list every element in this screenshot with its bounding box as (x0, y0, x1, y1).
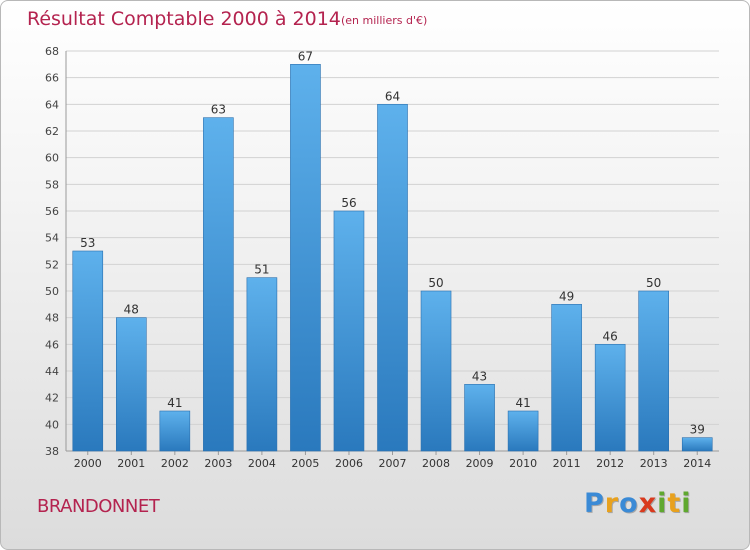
x-tick-label: 2001 (117, 457, 145, 470)
bar (638, 290, 670, 452)
data-label: 56 (341, 196, 356, 210)
y-tick-label: 56 (45, 205, 59, 218)
y-tick-label: 48 (45, 312, 59, 325)
data-label: 41 (515, 396, 530, 410)
bar (159, 410, 191, 452)
logo-letter: t (667, 488, 682, 519)
x-tick-label: 2010 (509, 457, 537, 470)
x-tick-label: 2012 (596, 457, 624, 470)
data-label: 46 (603, 329, 618, 343)
y-tick-label: 44 (45, 365, 59, 378)
data-label: 50 (646, 276, 661, 290)
data-label: 67 (298, 49, 313, 63)
data-label: 49 (559, 289, 574, 303)
bar (203, 117, 234, 452)
logo-letter: x (638, 488, 658, 519)
data-label: 53 (80, 236, 95, 250)
chart-title: Résultat Comptable 2000 à 2014 (27, 8, 341, 30)
bar (464, 384, 495, 452)
x-tick-label: 2000 (74, 457, 102, 470)
bar (551, 304, 582, 452)
x-tick-label: 2013 (640, 457, 668, 470)
data-label: 51 (254, 263, 269, 277)
proxiti-logo: Proxiti (584, 488, 692, 519)
logo-letter: P (584, 488, 605, 519)
bars (72, 64, 713, 452)
logo-letter: o (619, 488, 639, 519)
y-tick-label: 38 (45, 445, 59, 458)
data-labels: 53 48 41 63 51 67 56 64 50 43 41 49 46 50 39 (80, 49, 705, 436)
data-label: 64 (385, 89, 400, 103)
y-tick-label: 62 (45, 125, 59, 138)
y-tick-label: 54 (45, 232, 59, 245)
x-tick-label: 2014 (683, 457, 711, 470)
commune-name: BRANDONNET (37, 496, 160, 517)
y-tick-label: 52 (45, 258, 59, 271)
bar (72, 250, 104, 452)
x-tick-label: 2009 (466, 457, 494, 470)
x-tick-label: 2011 (553, 457, 581, 470)
data-label: 43 (472, 369, 487, 383)
x-tick-label: 2002 (161, 457, 189, 470)
x-tick-label: 2004 (248, 457, 276, 470)
bar (507, 410, 539, 452)
y-tick-label: 50 (45, 285, 59, 298)
data-label: 41 (167, 396, 182, 410)
y-tick-label: 60 (45, 152, 59, 165)
bar (333, 210, 365, 452)
y-tick-label: 64 (45, 98, 59, 111)
y-tick-label: 68 (45, 45, 59, 58)
x-tick-label: 2005 (291, 457, 319, 470)
bar (246, 277, 278, 452)
x-tick-label: 2007 (379, 457, 407, 470)
bar (290, 64, 321, 452)
data-label: 63 (211, 103, 226, 117)
bar (377, 104, 408, 452)
x-tick-label: 2006 (335, 457, 363, 470)
y-tick-label: 46 (45, 338, 59, 351)
logo-letter: i (657, 488, 668, 519)
data-label: 50 (428, 276, 443, 290)
data-label: 48 (124, 303, 139, 317)
data-label: 39 (690, 423, 705, 437)
y-tick-label: 66 (45, 72, 59, 85)
y-tick-label: 58 (45, 178, 59, 191)
logo-letter: r (604, 488, 620, 519)
y-tick-labels: 38 40 42 44 46 48 50 52 54 56 58 60 62 64 66 68 (45, 45, 59, 458)
x-tick-label: 2003 (204, 457, 232, 470)
bar (681, 437, 713, 452)
bar (116, 317, 147, 452)
x-tick-label: 2008 (422, 457, 450, 470)
logo-letter: i (681, 488, 692, 519)
bar (594, 344, 626, 452)
y-tick-label: 40 (45, 418, 59, 431)
bar (420, 290, 452, 452)
x-tick-labels: 2000 2001 2002 2003 2004 2005 2006 2007 2008 2009… (74, 457, 711, 470)
y-tick-label: 42 (45, 392, 59, 405)
chart-subtitle: (en milliers d'€) (341, 14, 428, 27)
